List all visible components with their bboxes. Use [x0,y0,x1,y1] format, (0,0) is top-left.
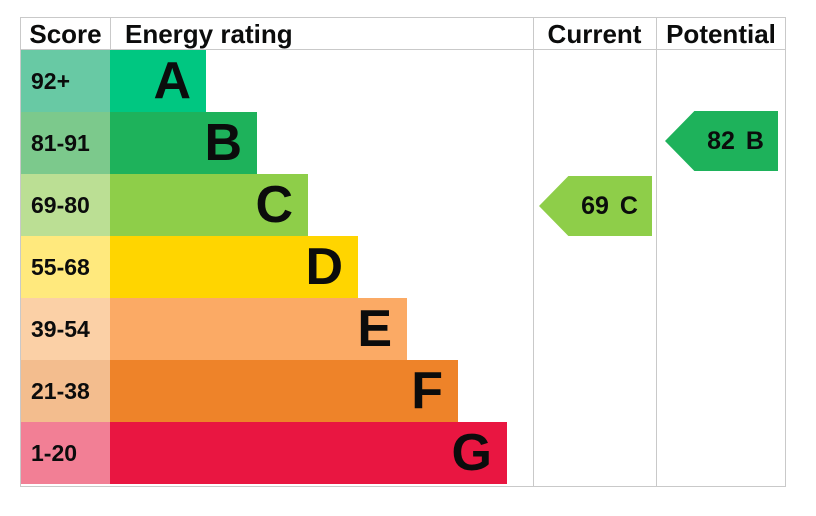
score-range-b: 81-91 [21,112,110,174]
band-letter-c: C [255,176,293,234]
score-range-g: 1-20 [21,422,110,484]
current-score-value: 69 [581,191,609,220]
band-letter-a: A [153,52,191,110]
score-range-e: 39-54 [21,298,110,360]
band-row-d: 55-68 D [21,236,785,298]
potential-column-divider [656,18,657,486]
score-column-header: Score [29,18,102,49]
band-row-c: 69-80 C [21,174,785,236]
score-range-c: 69-80 [21,174,110,236]
potential-column-header: Potential [666,18,776,49]
header-divider [110,18,111,49]
band-bar-f: F [110,360,458,422]
band-letter-g: G [451,424,492,482]
potential-score-value: 82 [707,126,735,155]
band-row-b: 81-91 B [21,112,785,174]
band-bar-a: A [110,50,206,112]
band-row-f: 21-38 F [21,360,785,422]
band-letter-d: D [305,238,343,296]
score-range-d: 55-68 [21,236,110,298]
band-row-e: 39-54 E [21,298,785,360]
current-column-divider [533,18,534,486]
band-row-a: 92+ A [21,50,785,112]
band-bar-b: B [110,112,257,174]
epc-table: Score Energy rating Current Potential 92… [20,17,786,487]
potential-band-letter: B [745,126,764,155]
score-range-a: 92+ [21,50,110,112]
current-column-header: Current [547,18,642,49]
band-row-g: 1-20 G [21,422,785,484]
band-bar-c: C [110,174,308,236]
current-band-letter: C [619,191,638,220]
table-header-row: Score Energy rating Current Potential [21,18,785,50]
band-bar-e: E [110,298,407,360]
band-bar-g: G [110,422,507,484]
band-letter-b: B [204,114,242,172]
band-letter-e: E [357,300,392,358]
energy-rating-column-header: Energy rating [125,18,293,49]
band-bar-d: D [110,236,358,298]
band-rows: 92+ A 81-91 B 69-80 C 55-68 [21,50,785,484]
band-letter-f: F [411,362,443,420]
score-range-f: 21-38 [21,360,110,422]
